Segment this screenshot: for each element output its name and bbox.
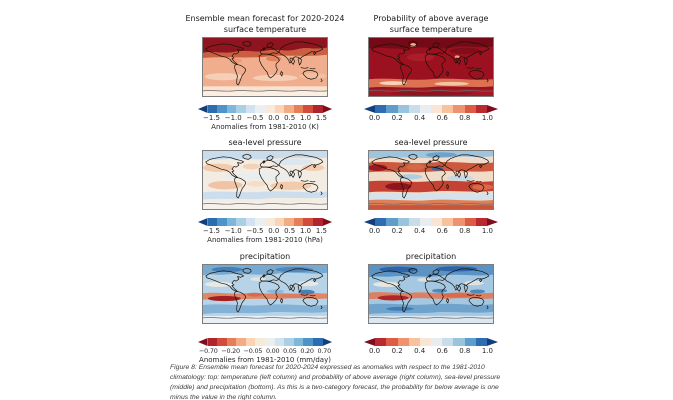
colorbar-ticks: 0.0 0.2 0.4 0.6 0.8 1.0 [369, 114, 493, 122]
panel-sea-level-pressure-probability: sea-level pressure [364, 137, 499, 235]
panel-precipitation-probability: precipitation 0.0 0.2 0.4 [364, 251, 499, 355]
colorbar-label: Anomalies from 1981-2010 (hPa) [207, 236, 323, 244]
panel-title: sea-level pressure [228, 138, 302, 147]
world-map-precipitation-anomaly [202, 264, 328, 324]
panel-title: surface temperature [223, 25, 307, 34]
world-map-temperature-anomaly [202, 37, 328, 97]
column-header-right: Probability of above average [373, 14, 489, 23]
colorbar-ticks: −1.5 −1.0 −0.5 0.0 0.5 1.0 1.5 [203, 227, 327, 235]
world-map-pressure-anomaly [202, 150, 328, 210]
panel-surface-temperature-probability: Probability of above average surface tem… [364, 13, 499, 122]
world-map-pressure-probability [368, 150, 494, 210]
panel-sea-level-pressure-mean: sea-level pressure −1.5 −1.0 −0.5 0.0 0.5 1.0… [198, 137, 333, 244]
colorbar-temperature-probability [364, 105, 499, 113]
colorbar-ticks: −0.70 −0.20 −0.05 0.00 0.05 0.20 0.70 [199, 347, 331, 355]
colorbar-precipitation-anomaly [198, 338, 333, 346]
column-header-left: Ensemble mean forecast for 2020-2024 [185, 14, 345, 23]
colorbar-precipitation-probability [364, 338, 499, 346]
panel-title: precipitation [405, 252, 457, 261]
figure-caption: Figure 8: Ensemble mean forecast for 202… [170, 364, 501, 400]
panel-title: sea-level pressure [394, 138, 468, 147]
panel-title: precipitation [239, 252, 291, 261]
panel-surface-temperature-mean: Ensemble mean forecast for 2020-2024 sur… [185, 13, 344, 131]
colorbar-pressure-anomaly [198, 218, 333, 226]
colorbar-ticks: 0.0 0.2 0.4 0.6 0.8 1.0 [369, 347, 493, 355]
world-map-precipitation-probability [368, 264, 494, 324]
panel-precipitation-mean: precipitation −0.70 −0.2 [198, 251, 333, 364]
colorbar-temperature-anomaly [198, 105, 333, 113]
colorbar-pressure-probability [364, 218, 499, 226]
colorbar-ticks: −1.5 −1.0 −0.5 0.0 0.5 1.0 1.5 [203, 114, 327, 122]
colorbar-label: Anomalies from 1981-2010 (mm/day) [199, 356, 331, 364]
colorbar-label: Anomalies from 1981-2010 (K) [211, 123, 319, 131]
panel-title: surface temperature [389, 25, 473, 34]
world-map-temperature-probability [368, 37, 494, 97]
colorbar-ticks: 0.0 0.2 0.4 0.6 0.8 1.0 [369, 227, 493, 235]
